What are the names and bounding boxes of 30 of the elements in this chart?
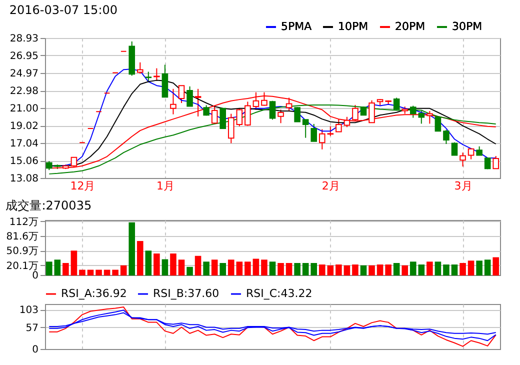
legend-label: RSI_B:37.60: [153, 287, 220, 300]
x-tick-label: 3月: [454, 180, 472, 192]
y-tick-label: 26.95: [10, 50, 38, 62]
y-tick-label: 0: [32, 270, 38, 282]
y-tick-label: 81.6万: [6, 231, 38, 242]
y-tick-label: 103: [19, 305, 38, 316]
legend-label: RSI_A:36.92: [61, 287, 127, 300]
legend-label: 5PMA: [281, 20, 312, 33]
y-tick-label: 50.9万: [6, 246, 38, 258]
y-tick-label: 57: [26, 322, 38, 334]
x-tick-label: 12月: [70, 180, 96, 192]
y-tick-label: 17.04: [10, 138, 38, 150]
y-tick-label: 19.02: [10, 121, 38, 132]
chart-title: 2016-03-07 15:00: [9, 3, 118, 17]
legend-label: 30PM: [452, 20, 482, 33]
y-tick-label: 0: [32, 344, 38, 356]
y-tick-label: 20.1万: [6, 260, 38, 272]
legend-label: RSI_C:43.22: [246, 287, 312, 300]
legend-label: 20PM: [395, 20, 426, 33]
y-tick-label: 24.97: [10, 68, 38, 80]
x-tick-label: 1月: [156, 180, 174, 192]
y-tick-label: 13.08: [10, 174, 38, 184]
x-tick-label: 2月: [322, 180, 340, 192]
chart-title: 成交量:270035: [6, 198, 92, 212]
y-tick-label: 28.93: [10, 34, 38, 44]
legend-label: 10PM: [338, 20, 368, 33]
y-tick-label: 21.00: [10, 104, 38, 115]
y-tick-label: 15.06: [10, 156, 38, 168]
y-tick-label: 22.98: [10, 86, 38, 98]
y-tick-label: 112万: [9, 216, 38, 228]
